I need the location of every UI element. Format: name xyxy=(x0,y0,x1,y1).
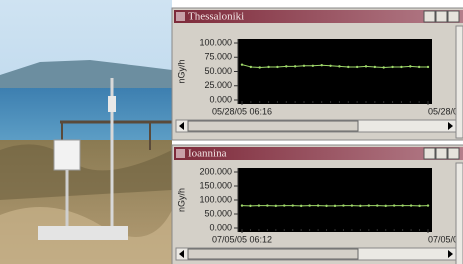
maximize-button[interactable] xyxy=(436,148,447,159)
y-tick-label: 0.000 xyxy=(209,94,232,104)
data-point xyxy=(249,205,251,207)
data-point xyxy=(303,65,305,67)
data-point xyxy=(401,204,403,206)
y-tick-label: 100.000 xyxy=(199,194,232,204)
data-point xyxy=(391,66,393,68)
y-tick-label: 0.000 xyxy=(209,222,232,232)
x-tick-label: 07/05/05 06:12 xyxy=(212,234,272,244)
minimize-button[interactable] xyxy=(424,148,435,159)
data-point xyxy=(312,65,314,67)
data-point xyxy=(427,66,429,68)
y-axis-label: nGy/h xyxy=(176,188,186,212)
data-point xyxy=(241,63,243,65)
window-icon xyxy=(176,12,185,21)
window-title: Ioannina xyxy=(188,148,227,160)
data-point xyxy=(250,66,252,68)
data-point xyxy=(359,205,361,207)
plot-area xyxy=(238,39,432,104)
scroll-thumb[interactable] xyxy=(188,121,358,131)
data-point xyxy=(385,205,387,207)
data-point xyxy=(383,66,385,68)
data-point xyxy=(427,204,429,206)
data-point xyxy=(374,66,376,68)
data-point xyxy=(283,204,285,206)
scroll-thumb[interactable] xyxy=(188,249,358,259)
data-point xyxy=(300,205,302,207)
y-tick-label: 25.000 xyxy=(204,80,232,90)
plot-area xyxy=(238,168,432,232)
data-point xyxy=(275,205,277,207)
data-point xyxy=(294,65,296,67)
photo xyxy=(0,0,172,264)
minimize-button[interactable] xyxy=(424,11,435,22)
data-point xyxy=(409,65,411,67)
y-tick-label: 75.000 xyxy=(204,52,232,62)
data-point xyxy=(410,204,412,206)
data-point xyxy=(321,64,323,66)
data-point xyxy=(342,204,344,206)
data-point xyxy=(285,65,287,67)
data-point xyxy=(317,204,319,206)
data-point xyxy=(308,204,310,206)
v-scrollbar[interactable] xyxy=(456,26,463,138)
data-point xyxy=(292,204,294,206)
data-point xyxy=(418,66,420,68)
data-point xyxy=(276,66,278,68)
v-scrollbar[interactable] xyxy=(456,163,463,264)
data-point xyxy=(325,205,327,207)
data-point xyxy=(393,204,395,206)
data-point xyxy=(356,66,358,68)
data-point xyxy=(267,66,269,68)
data-point xyxy=(259,66,261,68)
y-axis-label: nGy/h xyxy=(176,59,186,83)
window-title: Thessaloniki xyxy=(188,11,244,23)
y-tick-label: 50.000 xyxy=(204,66,232,76)
data-point xyxy=(376,204,378,206)
data-point xyxy=(266,204,268,206)
data-point xyxy=(418,205,420,207)
y-tick-label: 50.000 xyxy=(204,208,232,218)
close-button[interactable] xyxy=(448,148,459,159)
maximize-button[interactable] xyxy=(436,11,447,22)
data-point xyxy=(334,205,336,207)
data-point xyxy=(338,65,340,67)
data-point xyxy=(368,204,370,206)
data-point xyxy=(351,204,353,206)
data-point xyxy=(329,65,331,67)
y-tick-label: 150.000 xyxy=(199,180,232,190)
data-point xyxy=(347,66,349,68)
x-tick-label: 05/28/05 06:16 xyxy=(212,106,272,116)
close-button[interactable] xyxy=(448,11,459,22)
y-tick-label: 100.000 xyxy=(199,37,232,47)
y-tick-label: 200.000 xyxy=(199,166,232,176)
data-point xyxy=(400,66,402,68)
data-point xyxy=(241,204,243,206)
data-point xyxy=(365,65,367,67)
screen: ThessalonikinGy/h05/28/05 06:1605/28/05 … xyxy=(0,0,463,264)
window-icon xyxy=(176,149,185,158)
data-point xyxy=(258,204,260,206)
